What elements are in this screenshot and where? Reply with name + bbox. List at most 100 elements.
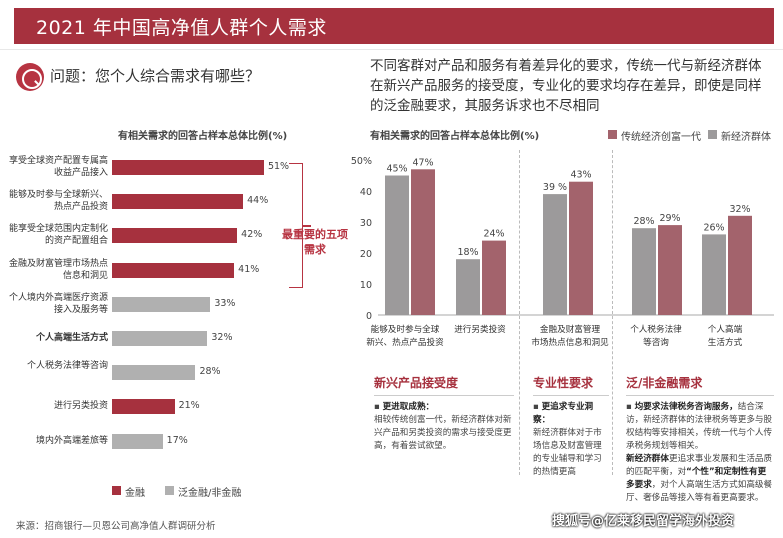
legend-label-pan-finance: 泛金融/非金融 <box>178 488 242 499</box>
bar <box>569 181 593 315</box>
legend-swatch-finance <box>112 486 121 495</box>
top5-bracket-tick <box>303 225 311 227</box>
bar-value-label: 29% <box>659 213 680 224</box>
y-tick-label: 20 <box>360 249 372 260</box>
legend-label-finance: 金融 <box>125 488 145 499</box>
section-bullet: 均要求法律税务咨询服务， <box>634 402 738 412</box>
bar-value-label: 26% <box>703 222 724 233</box>
bar-value-label: 33% <box>214 297 236 309</box>
section-bullet: 更进取成熟： <box>382 402 435 412</box>
bar-label: 个人境内外高端医疗资源接入及服务等 <box>8 292 108 315</box>
bar-label: 享受全球资产配置专属高收益产品接入 <box>8 156 108 178</box>
bar-label: 个人高端生活方式 <box>35 333 108 343</box>
bar <box>728 215 752 315</box>
bar-label: 能够及时参与全球新兴、热点产品投资 <box>8 190 108 213</box>
x-tick-label: 能够及时参与全球 <box>371 323 440 335</box>
page-title: 2021 年中国高净值人群个人需求 <box>36 17 327 39</box>
section-body-2b: ，对个人高端生活方式如高级餐厅、奢侈品等接入等有着更高要求。 <box>626 480 773 503</box>
bar-value-label: 17% <box>166 434 188 446</box>
title-bar: 2021 年中国高净值人群个人需求 <box>0 0 783 50</box>
bar <box>543 194 567 315</box>
bar <box>112 228 238 244</box>
bar-label: 能享受全球范围内定制化的资产配置组合 <box>8 224 108 247</box>
section-new-products: 新兴产品接受度 ▪ 更进取成熟： 相较传统创富一代，新经济群体对新兴产品和另类投… <box>374 374 514 453</box>
bar-label: 境内外高端差旅等 <box>35 435 108 446</box>
x-tick-label: 金融及财富管理 <box>540 323 601 335</box>
legend-swatch-traditional <box>608 130 617 139</box>
question-text: 问题：您个人综合需求有哪些？ <box>50 67 261 85</box>
x-tick-label: 进行另类投资 <box>454 323 506 335</box>
legend-label-traditional: 传统经济创富一代 <box>621 132 701 143</box>
question-icon <box>16 63 44 91</box>
bar <box>632 228 656 315</box>
bar-value-label: 28% <box>633 216 654 227</box>
y-tick-label: 0 <box>366 311 372 322</box>
bar <box>411 169 435 315</box>
bar-value-label: 28% <box>199 366 221 378</box>
bar-value-label: 41% <box>238 263 260 275</box>
section-body-2a: 更追求事业发展和生活品质的匹配平衡，对 <box>626 454 773 477</box>
x-tick-label: 生活方式 <box>708 336 743 348</box>
section-divider-1 <box>519 150 520 475</box>
x-tick-label: 市场热点信息和洞见 <box>531 336 609 348</box>
section-title: 新兴产品接受度 <box>374 374 514 396</box>
bar-value-label: 32% <box>211 332 233 343</box>
bar-value-label: 24% <box>483 229 504 240</box>
bar <box>702 234 726 315</box>
bar <box>456 259 480 315</box>
section-divider-2 <box>612 150 613 475</box>
x-tick-label: 等咨询 <box>643 336 669 348</box>
right-chart-title: 有相关需求的回答占样本总体比例(%) <box>370 131 540 142</box>
bar <box>112 160 264 175</box>
section-bullet: 更追求专业洞察： <box>533 402 594 425</box>
section-body: 相较传统创富一代，新经济群体对新兴产品和另类投资的需求与接受度更高，有着尝试欲望… <box>374 415 512 451</box>
section-pan-finance: 泛/非金融需求 ▪ 均要求法律税务咨询服务，结合深访，新经济群体的法律税务等更多… <box>626 376 774 503</box>
bar-value-label: 21% <box>178 400 200 412</box>
y-tick-label: 50% <box>351 156 372 167</box>
top5-callout: 最重要的五项需求 <box>282 228 348 256</box>
bar-value-label: 47% <box>412 157 433 168</box>
bar <box>112 399 175 415</box>
bar-label: 个人税务法律等咨询 <box>26 361 108 372</box>
bar <box>112 296 211 312</box>
bar <box>112 331 208 346</box>
x-tick-label: 个人高端 <box>708 323 743 335</box>
legend-label-new-economy: 新经济群体 <box>721 132 771 143</box>
bar-value-label: 39 % <box>543 182 567 193</box>
bar-value-label: 18% <box>457 247 478 258</box>
bar <box>112 433 163 449</box>
section-professional: 专业性要求 ▪ 更追求专业洞察： 新经济群体对于市场信息及财富管理的专业辅导和学… <box>533 374 609 479</box>
left-chart-title: 有相关需求的回答占样本总体比例(%) <box>118 131 288 142</box>
section-subhead: 新经济群体 <box>626 454 669 464</box>
section-title: 专业性要求 <box>533 374 609 396</box>
bar <box>658 225 682 315</box>
y-tick-label: 10 <box>360 280 372 291</box>
legend-swatch-new-economy <box>708 130 717 139</box>
bar-value-label: 42% <box>241 229 263 241</box>
bar <box>112 365 196 381</box>
y-tick-label: 40 <box>360 187 372 198</box>
bar-value-label: 44% <box>247 195 269 207</box>
source-note: 来源：招商银行—贝恩公司高净值人群调研分析 <box>16 521 216 532</box>
x-tick-label: 新兴、热点产品投资 <box>366 336 444 348</box>
bar-label: 金融及财富管理市场热点信息和洞见 <box>8 258 108 281</box>
title-bar-background <box>14 8 774 44</box>
x-tick-label: 个人税务法律 <box>630 323 682 335</box>
intro-text: 不同客群对产品和服务有着差异化的要求，传统一代与新经济群体在新兴产品服务的接受度… <box>370 58 762 114</box>
bar <box>112 194 244 210</box>
bar-value-label: 45% <box>386 164 407 175</box>
section-emphasis: “个性”和定制性有更多要求 <box>626 467 767 490</box>
section-body: 新经济群体对于市场信息及财富管理的专业辅导和学习的热情更高 <box>533 428 602 477</box>
bar-value-label: 51% <box>267 161 290 172</box>
legend-swatch-pan-finance <box>165 486 174 495</box>
bar-value-label: 43% <box>570 170 591 181</box>
bar-label: 进行另类投资 <box>53 401 108 412</box>
bar <box>112 262 235 278</box>
bar <box>385 175 409 315</box>
y-tick-label: 30 <box>360 218 372 229</box>
watermark: 搜狐号@亿莱移民留学海外投资 <box>552 514 735 529</box>
bar-value-label: 32% <box>729 204 750 215</box>
bar <box>482 240 506 315</box>
top5-bracket <box>289 163 303 288</box>
section-body: 结合深访，新经济群体的法律税务等更多与股权结构等安排相关，传统一代与个人传承税务… <box>626 402 773 451</box>
